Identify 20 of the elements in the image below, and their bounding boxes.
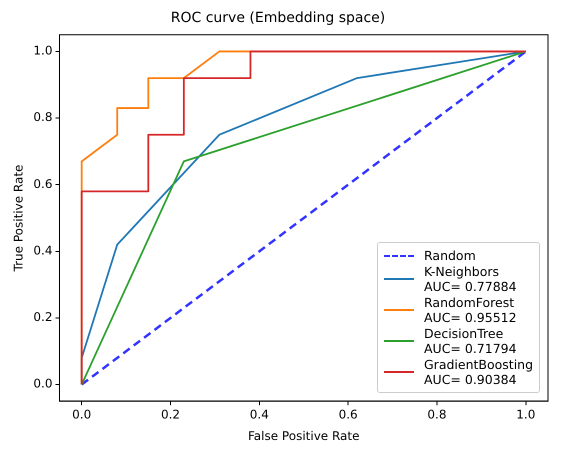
y-tick-label: 1.0: [33, 44, 52, 58]
y-tick-label: 0.0: [33, 376, 52, 391]
x-axis-title: False Positive Rate: [248, 428, 360, 443]
x-tick-label: 0.2: [160, 408, 180, 422]
y-axis-title: True Positive Rate: [11, 164, 26, 272]
x-tick-label: 0.4: [250, 408, 269, 422]
legend-label: RandomForest AUC= 0.95512: [424, 295, 517, 326]
legend-label: Random: [424, 248, 476, 264]
legend-label: DecisionTree AUC= 0.71794: [424, 326, 517, 356]
chart-title: ROC curve (Embedding space): [170, 10, 386, 26]
x-tick-label: 0.6: [338, 408, 358, 422]
x-tick-label: 0.8: [427, 408, 447, 422]
legend-label: K-Neighbors AUC= 0.77884: [424, 264, 517, 294]
y-tick-label: 0.8: [33, 110, 52, 124]
x-tick-label: 0.0: [72, 408, 92, 422]
legend-label: GradientBoosting AUC= 0.90384: [424, 357, 534, 388]
y-tick-label: 0.2: [33, 310, 52, 324]
y-tick-label: 0.4: [33, 243, 52, 258]
y-tick-label: 0.6: [33, 176, 52, 191]
x-tick-label: 1.0: [516, 408, 536, 422]
